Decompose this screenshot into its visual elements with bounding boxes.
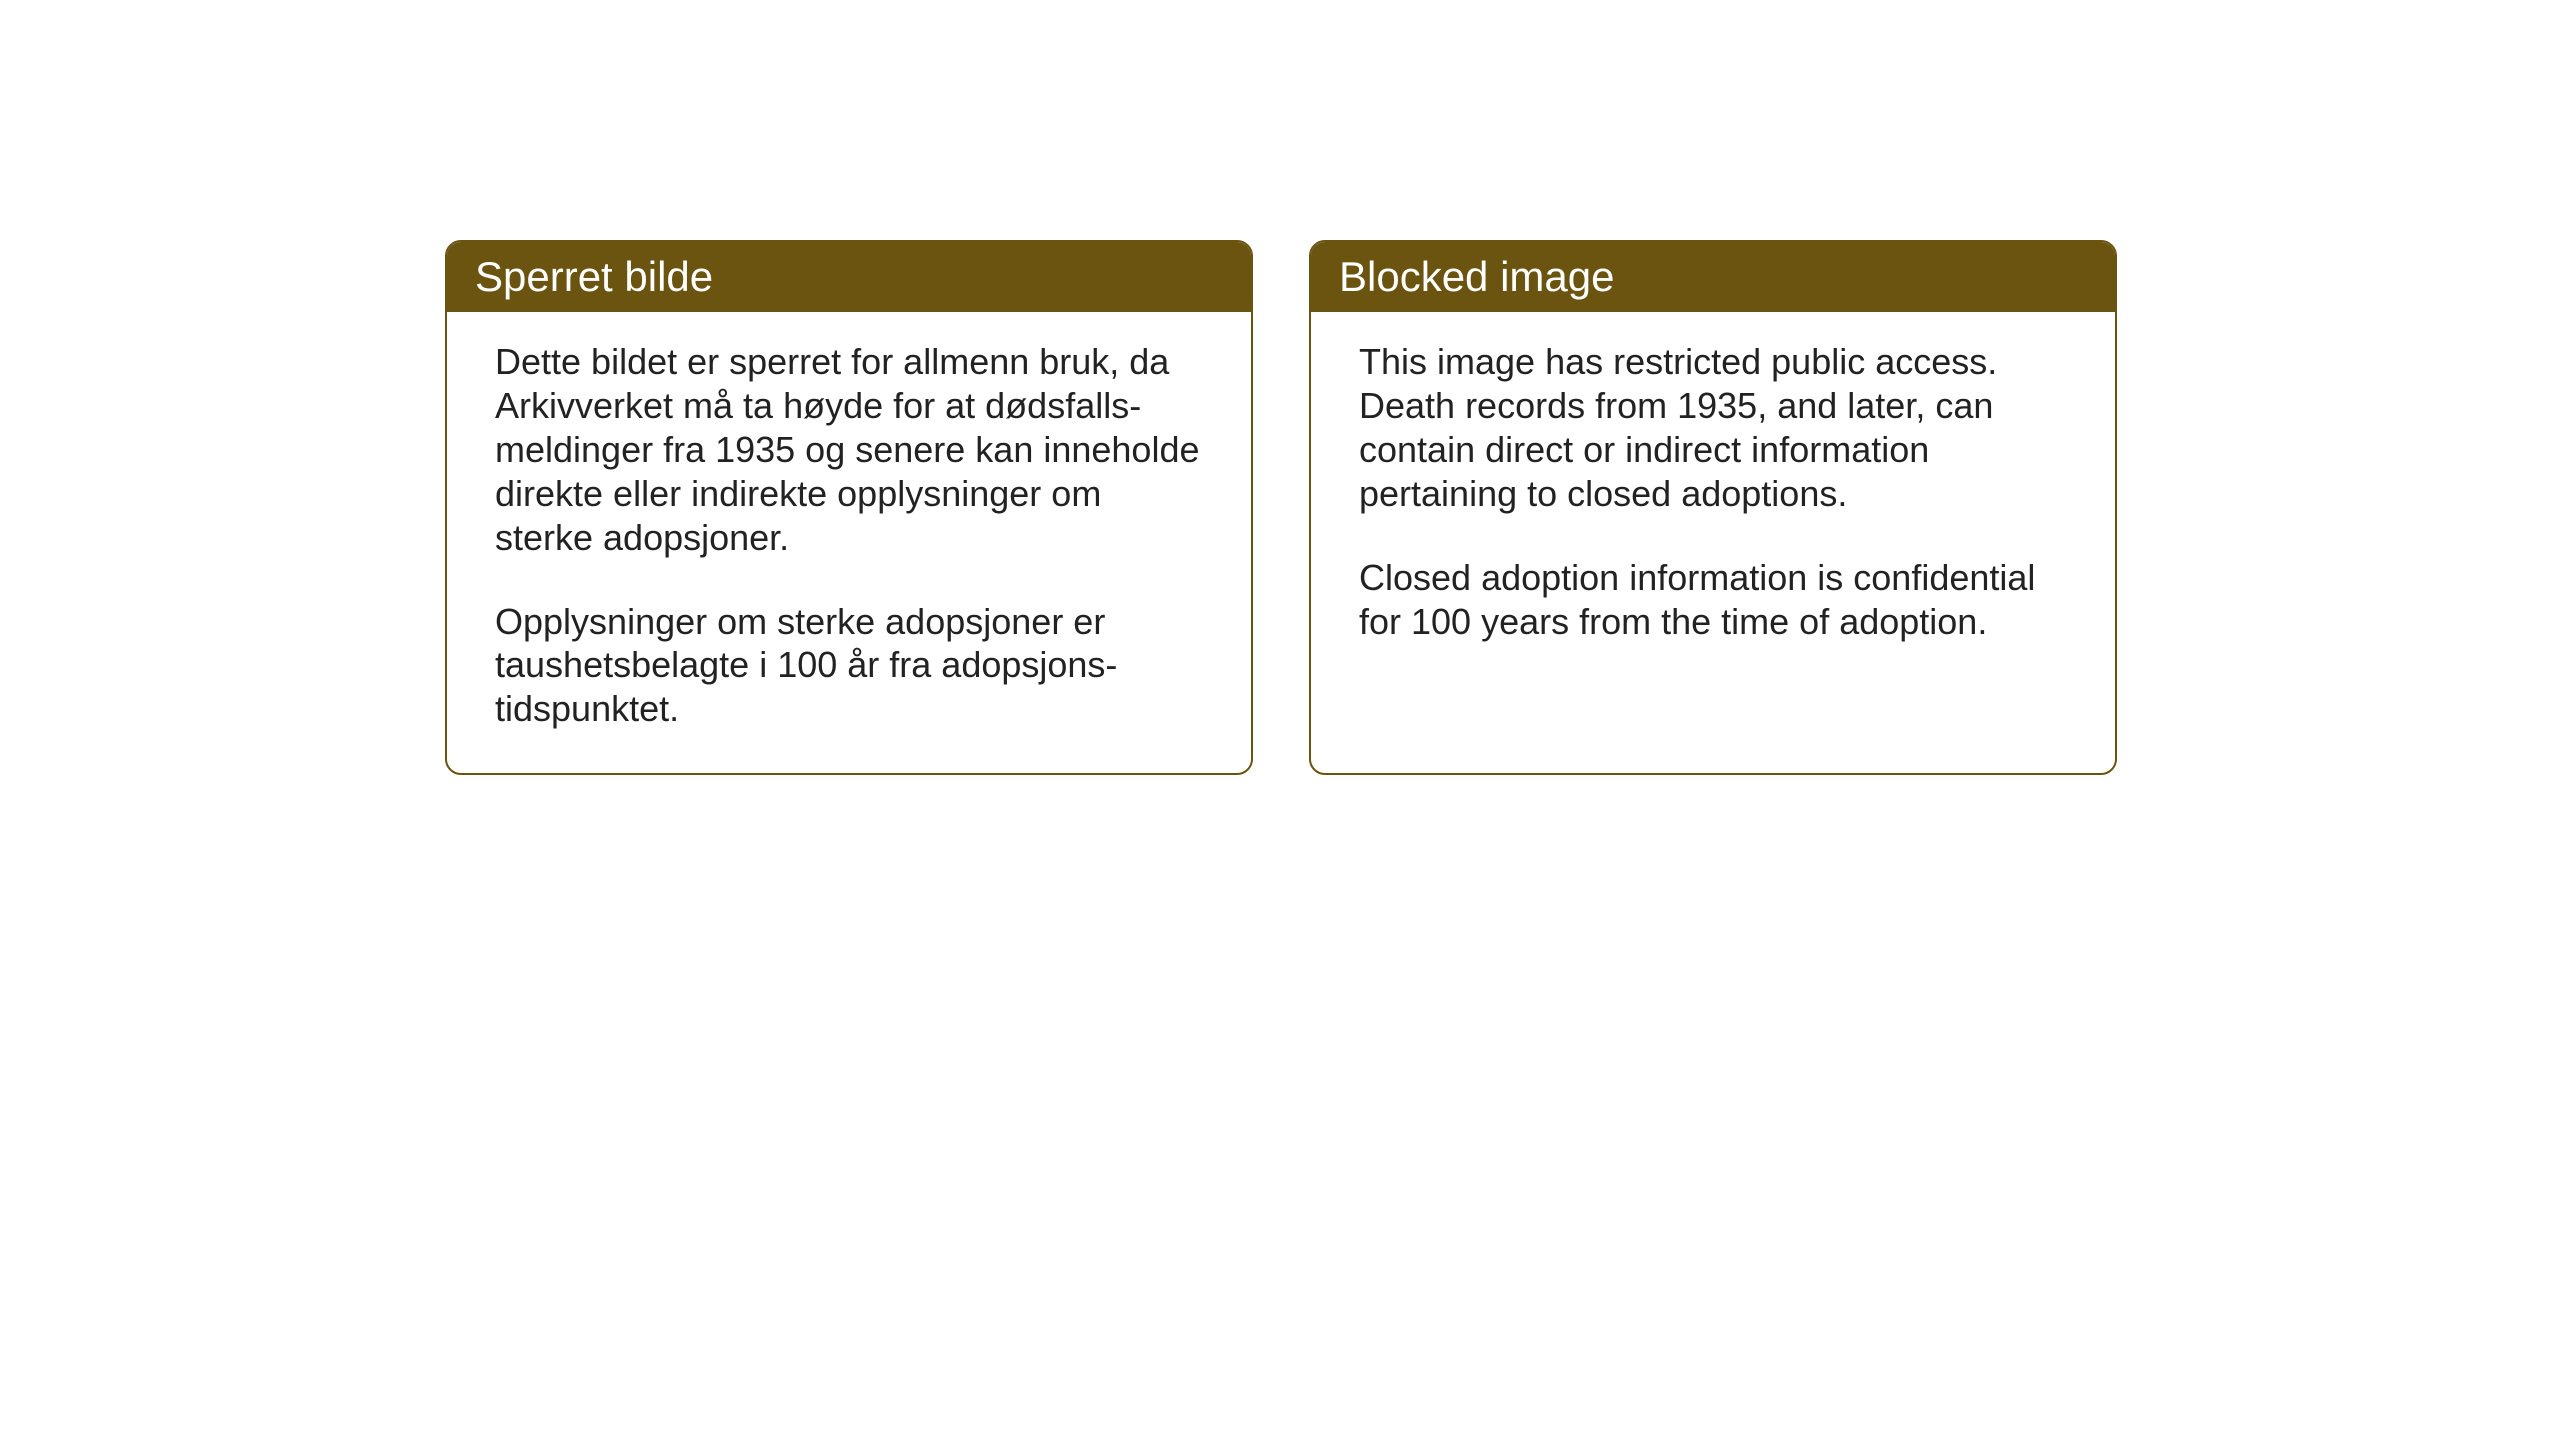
panel-body-english: This image has restricted public access.… — [1311, 312, 2115, 685]
paragraph-1-norwegian: Dette bildet er sperret for allmenn bruk… — [495, 340, 1203, 560]
panel-body-norwegian: Dette bildet er sperret for allmenn bruk… — [447, 312, 1251, 773]
notice-panel-english: Blocked image This image has restricted … — [1309, 240, 2117, 775]
notice-panel-norwegian: Sperret bilde Dette bildet er sperret fo… — [445, 240, 1253, 775]
notice-container: Sperret bilde Dette bildet er sperret fo… — [445, 240, 2117, 775]
panel-header-english: Blocked image — [1311, 242, 2115, 312]
paragraph-2-norwegian: Opplysninger om sterke adopsjoner er tau… — [495, 600, 1203, 732]
panel-title-english: Blocked image — [1339, 253, 1614, 300]
paragraph-1-english: This image has restricted public access.… — [1359, 340, 2067, 516]
paragraph-2-english: Closed adoption information is confident… — [1359, 556, 2067, 644]
panel-title-norwegian: Sperret bilde — [475, 253, 713, 300]
panel-header-norwegian: Sperret bilde — [447, 242, 1251, 312]
